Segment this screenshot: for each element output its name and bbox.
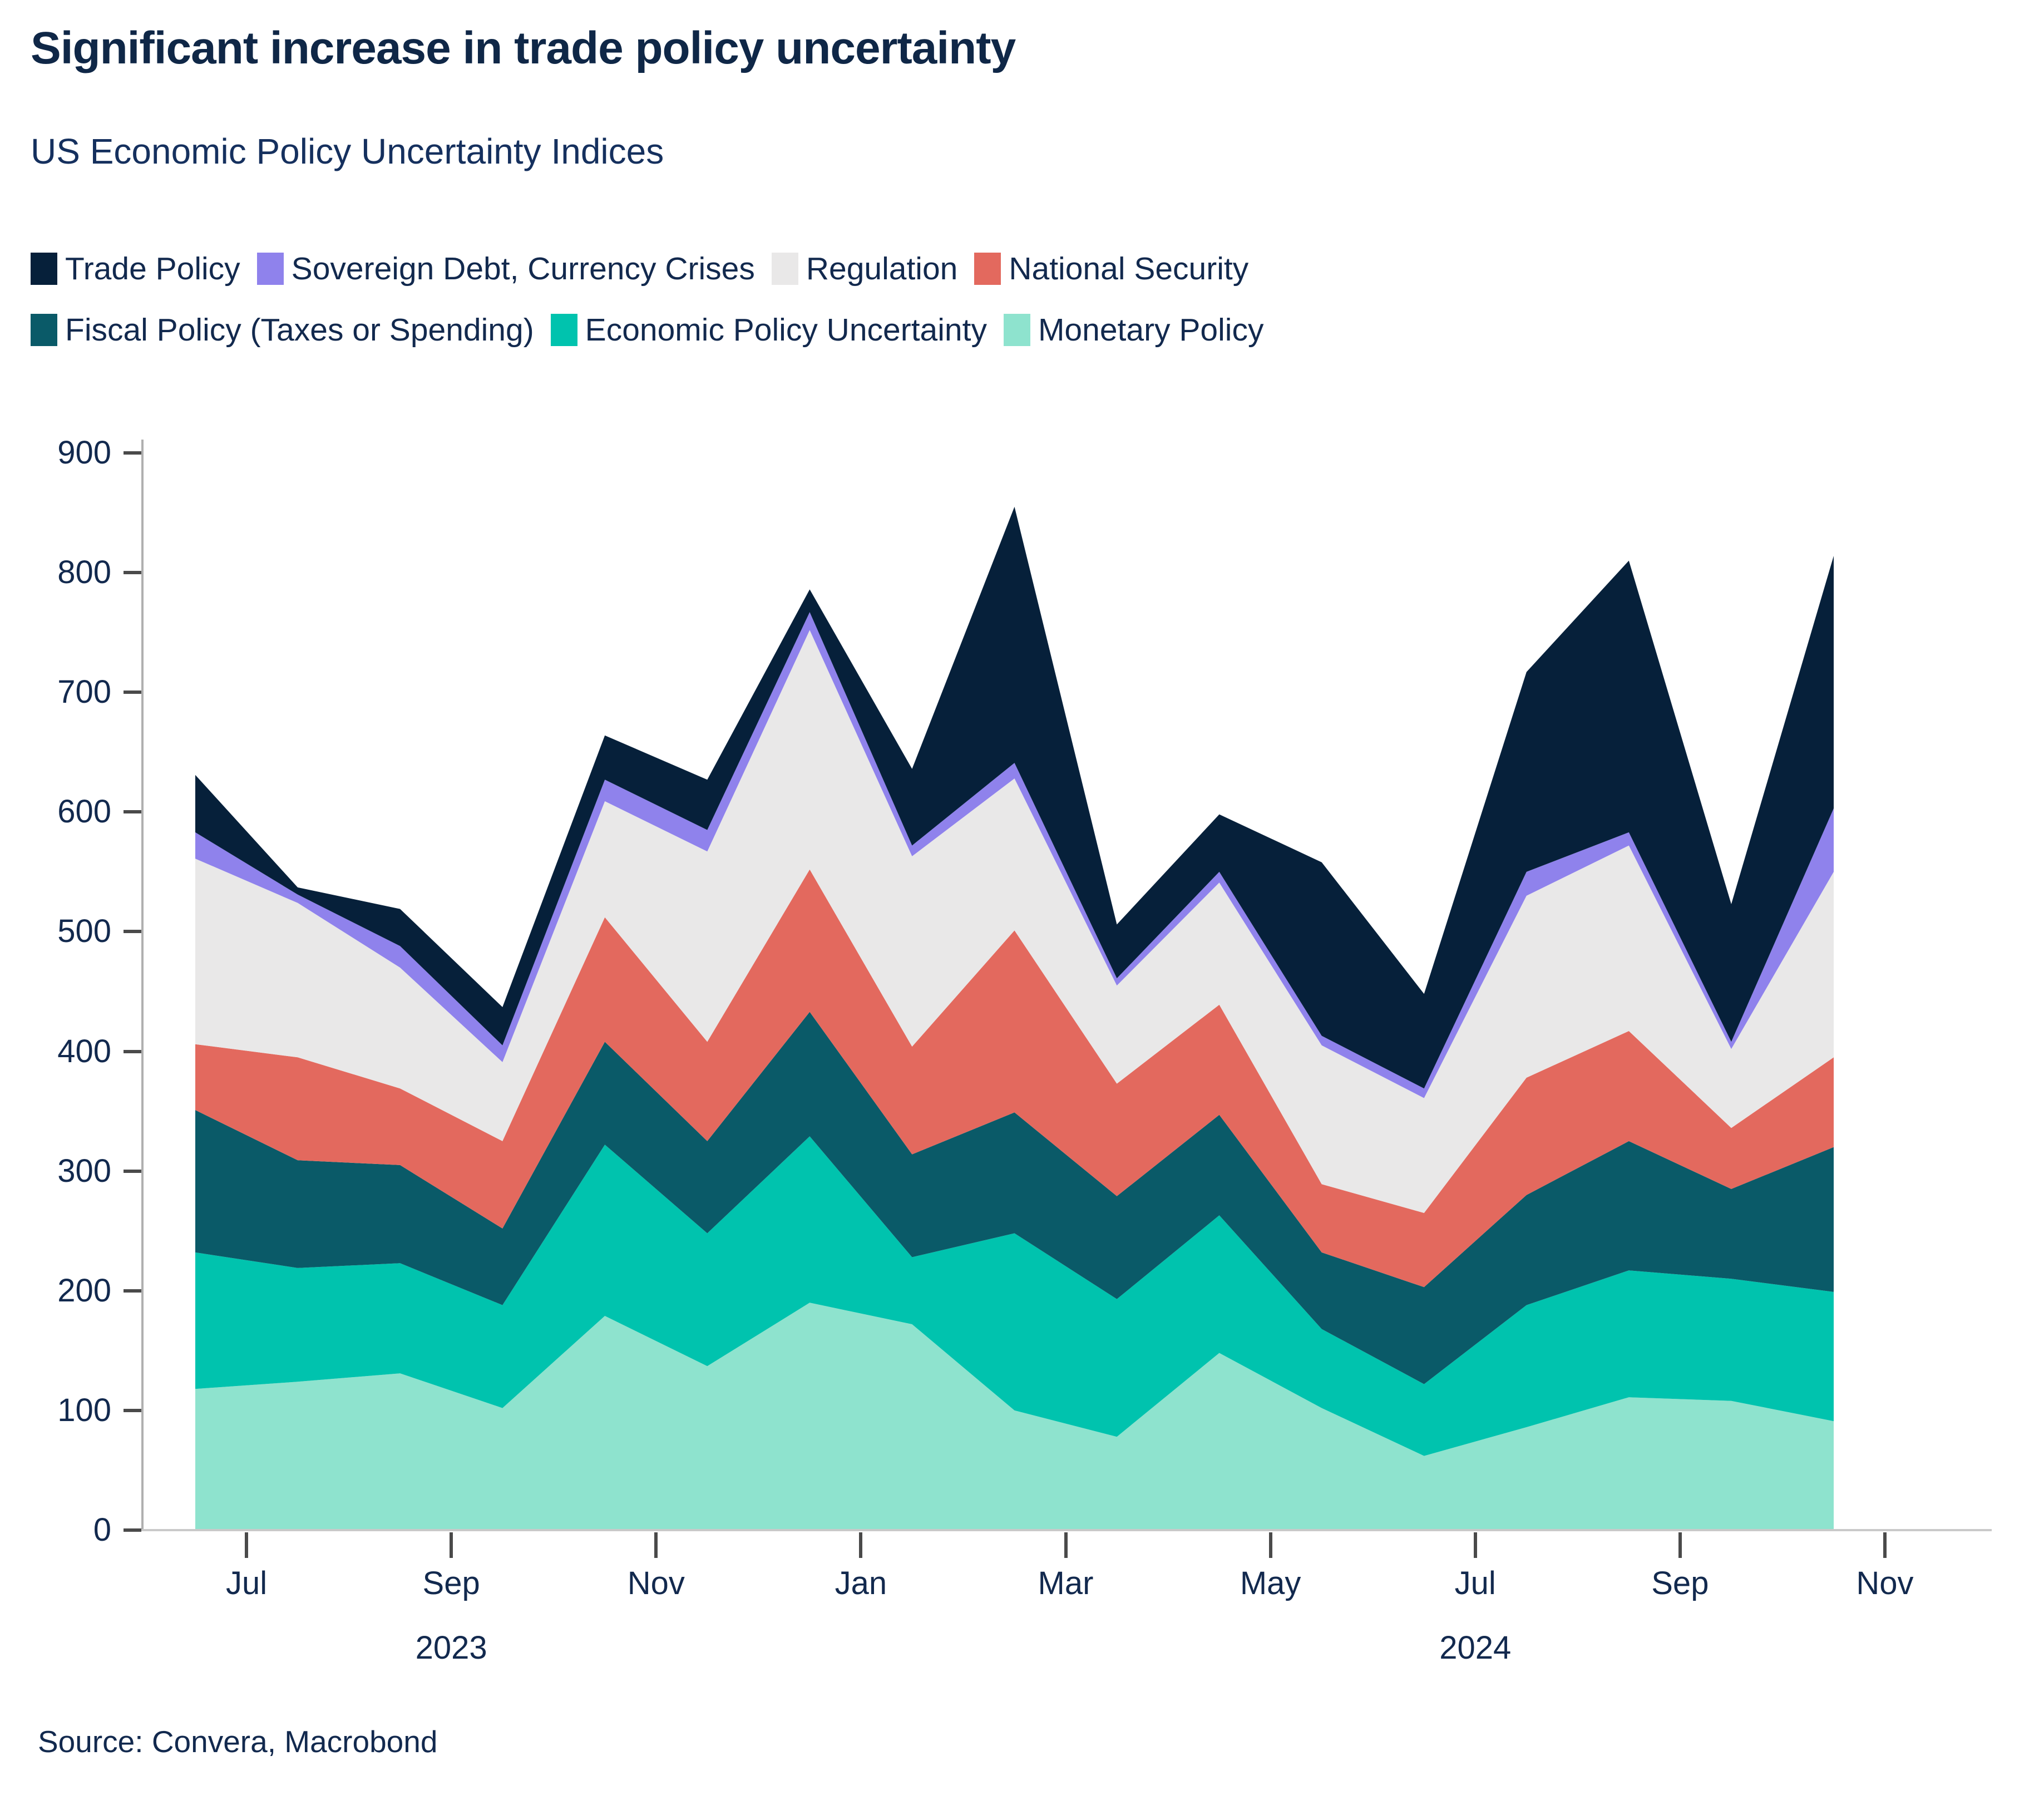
x-axis-line <box>141 1529 1992 1531</box>
page-title: Significant increase in trade policy unc… <box>31 23 1016 73</box>
legend-label-regulation: Regulation <box>806 251 958 287</box>
y-axis-line <box>141 440 144 1531</box>
y-tick-800 <box>124 571 141 575</box>
y-tick-label-400: 400 <box>57 1033 111 1069</box>
legend-item-regulation: Regulation <box>771 250 958 287</box>
legend-item-trade-policy: Trade Policy <box>31 250 240 287</box>
area-national-security <box>195 869 1834 1288</box>
x-tick-jul-1 <box>245 1532 249 1558</box>
x-tick-may-11 <box>1268 1532 1272 1558</box>
area-economic-policy-uncertainty <box>195 1136 1834 1456</box>
x-tick-label-may-11: May <box>1240 1565 1301 1601</box>
y-tick-label-600: 600 <box>57 793 111 830</box>
x-tick-jan-7 <box>859 1532 863 1558</box>
x-tick-nov-5 <box>654 1532 658 1558</box>
y-tick-300 <box>124 1169 141 1173</box>
legend-swatch-monetary-policy <box>1003 314 1030 346</box>
x-tick-mar-9 <box>1064 1532 1068 1558</box>
y-tick-0 <box>124 1528 141 1532</box>
legend-item-economic-policy-uncertainty: Economic Policy Uncertainty <box>550 312 987 348</box>
legend-label-national-security: National Security <box>1009 251 1249 287</box>
legend-item-national-security: National Security <box>974 250 1248 287</box>
y-tick-200 <box>124 1289 141 1293</box>
legend-row-1: Trade Policy Sovereign Debt, Currency Cri… <box>31 250 1280 287</box>
legend-swatch-economic-policy-uncertainty <box>550 314 577 346</box>
y-tick-label-500: 500 <box>57 913 111 950</box>
x-tick-jul-13 <box>1473 1532 1477 1558</box>
area-monetary-policy <box>195 1303 1834 1530</box>
year-label-2024: 2024 <box>1439 1630 1512 1666</box>
y-tick-label-700: 700 <box>57 674 111 711</box>
y-tick-label-300: 300 <box>57 1152 111 1189</box>
area-fiscal-policy-taxes-or-spending <box>195 1012 1834 1384</box>
year-label-2023: 2023 <box>415 1630 487 1666</box>
area-trade-policy <box>195 506 1834 1089</box>
legend-swatch-fiscal-policy-taxes-or-spending <box>31 314 57 346</box>
x-tick-label-sep-3: Sep <box>422 1565 480 1601</box>
x-tick-sep-15 <box>1678 1532 1682 1558</box>
area-regulation <box>195 630 1834 1213</box>
y-tick-900 <box>124 451 141 455</box>
chart-legend: Trade Policy Sovereign Debt, Currency Cri… <box>31 250 1280 373</box>
legend-label-economic-policy-uncertainty: Economic Policy Uncertainty <box>585 312 987 348</box>
y-tick-600 <box>124 810 141 814</box>
legend-swatch-trade-policy <box>31 253 57 285</box>
y-tick-label-100: 100 <box>57 1392 111 1428</box>
legend-swatch-regulation <box>771 253 798 285</box>
x-tick-nov-17 <box>1883 1532 1887 1558</box>
y-tick-100 <box>124 1408 141 1412</box>
x-tick-sep-3 <box>450 1532 453 1558</box>
legend-item-monetary-policy: Monetary Policy <box>1003 312 1264 348</box>
x-tick-label-nov-5: Nov <box>627 1565 685 1601</box>
y-tick-label-0: 0 <box>93 1512 111 1548</box>
chart-subtitle: US Economic Policy Uncertainty Indices <box>31 131 664 171</box>
x-tick-label-nov-17: Nov <box>1856 1565 1914 1601</box>
legend-label-monetary-policy: Monetary Policy <box>1038 312 1264 348</box>
legend-item-sovereign-debt-currency-crises: Sovereign Debt, Currency Crises <box>256 250 755 287</box>
x-tick-label-jan-7: Jan <box>835 1565 887 1601</box>
legend-label-trade-policy: Trade Policy <box>65 251 240 287</box>
x-tick-label-sep-15: Sep <box>1651 1565 1709 1601</box>
legend-label-sovereign-debt-currency-crises: Sovereign Debt, Currency Crises <box>291 251 755 287</box>
x-tick-label-jul-1: Jul <box>225 1565 268 1601</box>
legend-row-2: Fiscal Policy (Taxes or Spending) Economi… <box>31 312 1280 348</box>
legend-swatch-national-security <box>974 253 1001 285</box>
legend-swatch-sovereign-debt-currency-crises <box>256 253 284 285</box>
x-tick-label-mar-9: Mar <box>1038 1565 1094 1601</box>
y-tick-label-800: 800 <box>57 554 111 591</box>
legend-label-fiscal-policy-taxes-or-spending: Fiscal Policy (Taxes or Spending) <box>65 312 534 348</box>
x-tick-label-jul-13: Jul <box>1454 1565 1496 1601</box>
y-tick-700 <box>124 691 141 694</box>
legend-item-fiscal-policy-taxes-or-spending: Fiscal Policy (Taxes or Spending) <box>31 312 534 348</box>
y-tick-label-200: 200 <box>57 1272 111 1309</box>
y-tick-label-900: 900 <box>57 435 111 471</box>
y-tick-400 <box>124 1049 141 1053</box>
source-note: Source: Convera, Macrobond <box>38 1724 438 1759</box>
y-tick-500 <box>124 930 141 934</box>
